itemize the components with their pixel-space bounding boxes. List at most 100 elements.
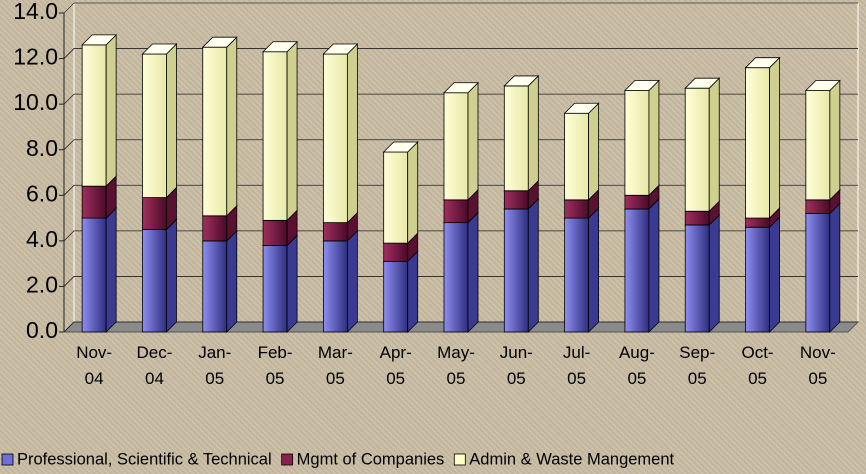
bar-segment xyxy=(141,43,178,199)
bar-segment xyxy=(684,213,721,333)
bar-front xyxy=(624,194,650,210)
bar-side xyxy=(769,216,780,333)
bar-front xyxy=(745,217,770,228)
bar-front xyxy=(443,222,469,333)
y-tick-label: 0.0 xyxy=(26,317,58,343)
bar-segment xyxy=(623,197,660,333)
bar-front xyxy=(383,242,409,262)
bar-front xyxy=(262,219,288,246)
grid-line xyxy=(63,48,858,59)
bar-front xyxy=(624,90,650,196)
bar-side xyxy=(286,234,298,333)
legend-swatch xyxy=(453,453,466,466)
bar-side xyxy=(105,207,117,333)
bar-side xyxy=(527,74,539,192)
bar-front xyxy=(81,44,107,187)
bar-side xyxy=(467,81,479,201)
bar-segment xyxy=(81,207,118,333)
bar-side xyxy=(708,213,720,333)
legend-label: Mgmt of Companies xyxy=(297,450,445,468)
x-tick-label: Oct-05 xyxy=(741,343,774,388)
legend-label: Professional, Scientific & Technical xyxy=(17,450,272,468)
bar-front xyxy=(805,90,831,201)
bar-front xyxy=(745,67,770,219)
bar-front xyxy=(564,112,590,201)
bar-front xyxy=(322,53,348,224)
bar-front xyxy=(805,199,831,214)
bar-side xyxy=(166,43,177,199)
legend-swatch xyxy=(281,453,294,466)
bar-side xyxy=(467,211,479,333)
bar-side xyxy=(708,77,720,213)
bar-segment xyxy=(744,56,781,220)
bar-front xyxy=(322,222,348,242)
bar-segment xyxy=(503,197,540,333)
bar-side xyxy=(346,43,358,224)
bar-front xyxy=(805,213,831,333)
bar-front xyxy=(564,217,590,333)
bar-top xyxy=(141,43,178,55)
y-tick-label: 12.0 xyxy=(13,44,58,70)
bar-segment xyxy=(443,81,479,201)
bar-front xyxy=(202,46,228,217)
x-tick-label: Jul-05 xyxy=(562,343,591,388)
x-tick-label: Apr-05 xyxy=(379,343,412,388)
bar-segment xyxy=(201,36,238,217)
bar-top xyxy=(382,141,419,153)
bar-top xyxy=(443,82,479,94)
bar-side xyxy=(527,197,539,333)
bar-top xyxy=(804,80,841,91)
x-tick-label: Aug-05 xyxy=(618,343,655,388)
bar-front xyxy=(262,245,288,333)
grid-line xyxy=(63,2,858,14)
bar-top xyxy=(563,102,600,114)
x-tick-label: Jan-05 xyxy=(198,343,232,388)
bar-segment xyxy=(744,216,781,333)
bar-front xyxy=(142,197,167,230)
bar-segment xyxy=(141,218,178,333)
legend-swatch xyxy=(1,453,14,466)
bar-side xyxy=(588,102,600,201)
bar-front xyxy=(503,208,529,333)
bar-top xyxy=(81,34,118,46)
bar-segment xyxy=(503,74,540,192)
bar-side xyxy=(226,36,238,217)
y-tick-label: 8.0 xyxy=(26,135,58,161)
bar-segment xyxy=(81,33,118,188)
bar-front xyxy=(383,260,409,333)
bar-top xyxy=(322,43,359,55)
x-tick-label: Feb-05 xyxy=(257,343,293,388)
bar-front xyxy=(322,240,348,333)
bar-front xyxy=(443,92,469,201)
bar-segment xyxy=(382,141,419,245)
bar-front xyxy=(684,224,710,333)
bar-front xyxy=(684,87,710,212)
bar-front xyxy=(684,210,710,226)
bar-segment xyxy=(262,40,299,222)
y-tick-label: 4.0 xyxy=(26,226,58,252)
bar-segment xyxy=(443,211,479,333)
bar-front xyxy=(81,185,107,219)
bar-front xyxy=(262,51,288,221)
bar-top xyxy=(503,75,540,87)
x-tick-label: Nov-05 xyxy=(799,343,836,388)
bar-segment xyxy=(382,250,419,333)
x-tick-label: Dec-04 xyxy=(136,343,173,388)
bar-side xyxy=(166,218,177,333)
bar-segment xyxy=(322,43,359,224)
y-tick-label: 10.0 xyxy=(13,89,58,115)
bar-front xyxy=(383,151,409,244)
bar-side xyxy=(105,33,117,188)
bar-segment xyxy=(201,229,238,333)
bar-segment xyxy=(563,207,600,333)
bar-side xyxy=(407,141,419,245)
x-tick-label: Jun-05 xyxy=(499,343,533,388)
bar-front xyxy=(202,240,228,333)
bar-front xyxy=(443,199,469,224)
x-tick-label: May-05 xyxy=(437,343,475,388)
bar-front xyxy=(503,190,529,210)
bar-front xyxy=(503,85,529,192)
x-tick-label: Mar-05 xyxy=(317,343,353,388)
